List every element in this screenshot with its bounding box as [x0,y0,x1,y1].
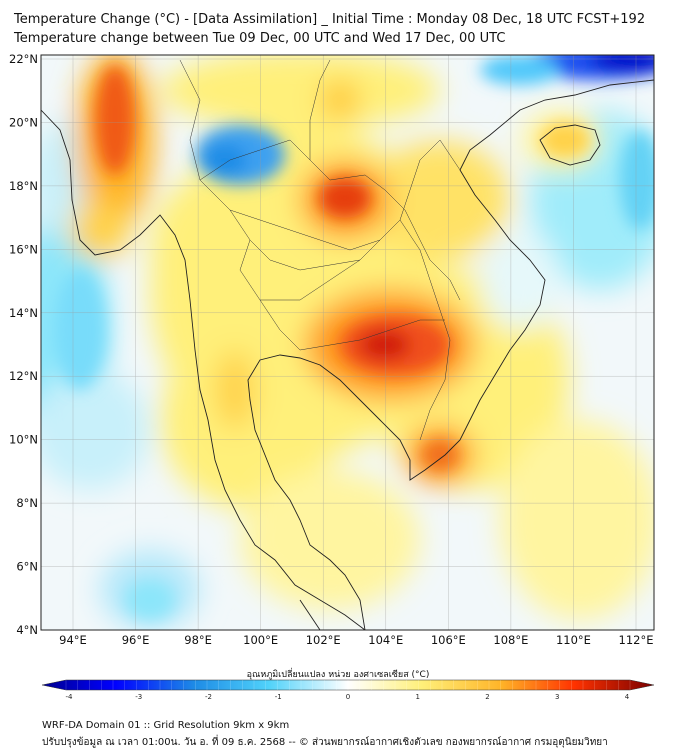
lat-label: 6°N [16,560,38,574]
latitude-labels: 22°N 20°N 18°N 16°N 14°N 12°N 10°N 8°N 6°N 4°N [9,52,38,637]
colorbar-tick: 4 [625,693,630,701]
lat-label: 12°N [9,369,38,383]
lat-label: 16°N [9,242,38,256]
lat-label: 10°N [9,433,38,447]
colorbar-tick: -2 [205,693,212,701]
lat-label: 22°N [9,52,38,66]
lat-label: 8°N [16,496,38,510]
lon-label: 108°E [493,633,528,647]
colorbar-ticks: -4 -3 -2 -1 0 1 2 3 4 [66,680,631,701]
colorbar-tick: 1 [416,693,420,701]
chart-title: Temperature Change (°C) - [Data Assimila… [14,12,646,27]
colorbar-tick: 3 [555,693,559,701]
lon-label: 106°E [431,633,466,647]
colorbar: -4 -3 -2 -1 0 1 2 3 4 [41,679,655,701]
lon-label: 104°E [368,633,403,647]
lon-label: 112°E [619,633,654,647]
lon-label: 96°E [122,633,150,647]
lon-label: 94°E [59,633,87,647]
province-borders [179,59,461,441]
colorbar-tick: -4 [66,693,74,701]
chart-subtitle: Temperature change between Tue 09 Dec, 0… [14,31,506,46]
colorbar-tick: -1 [275,693,282,701]
longitude-labels: 94°E 96°E 98°E 100°E 102°E 104°E 106°E 108°E 110… [59,633,653,647]
graticule [41,55,654,631]
lat-label: 20°N [9,115,38,129]
colorbar-title: อุณหภูมิเปลี่ยนแปลง หน่วย องศาเซลเซียส (… [246,670,430,680]
footer-update-info: ปรับปรุงข้อมูล ณ เวลา 01:00น. วัน อ. ที่… [42,737,608,748]
colorbar-tick: 0 [346,693,350,701]
lat-label: 4°N [16,623,38,637]
lon-label: 98°E [184,633,212,647]
colorbar-tick: 2 [485,693,489,701]
coastlines [41,79,654,630]
footer-model-info: WRF-DA Domain 01 :: Grid Resolution 9km … [42,720,290,731]
temperature-field [41,55,654,630]
plot-frame [40,54,655,631]
colorbar-tick: -3 [135,693,142,701]
lon-label: 110°E [556,633,591,647]
lon-label: 102°E [306,633,341,647]
lat-label: 18°N [9,179,38,193]
lat-label: 14°N [9,306,38,320]
lon-label: 100°E [243,633,278,647]
